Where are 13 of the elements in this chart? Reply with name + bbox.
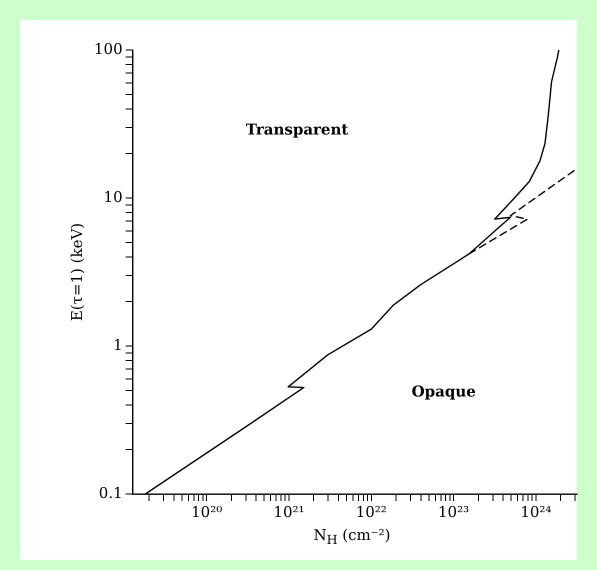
x-tick-label: 10²¹ — [273, 502, 305, 521]
x-axis-title: N$_{H}$ (cm⁻²) — [312, 526, 392, 547]
y-tick-label: 0.1 — [98, 484, 123, 502]
y-tick-label: 10 — [104, 188, 123, 206]
x-tick-label: 10²⁰ — [191, 502, 222, 521]
annotation: Opaque — [412, 382, 476, 400]
x-tick-label: 10²³ — [438, 502, 470, 521]
y-tick-label: 1 — [113, 336, 123, 354]
x-tick-label: 10²² — [356, 502, 387, 521]
annotation: Transparent — [246, 120, 348, 138]
y-axis-title: E(τ=1) (keV) — [68, 222, 86, 322]
x-tick-label: 10²⁴ — [520, 502, 552, 521]
y-tick-label: 100 — [94, 40, 123, 58]
